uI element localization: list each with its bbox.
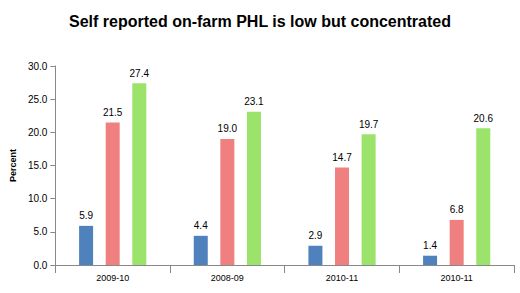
svg-text:2.9: 2.9	[308, 230, 322, 241]
svg-text:19.0: 19.0	[218, 123, 238, 134]
svg-text:Percent: Percent	[8, 149, 18, 182]
svg-text:2010-11: 2010-11	[326, 273, 358, 283]
svg-text:14.7: 14.7	[332, 152, 352, 163]
svg-text:5.0: 5.0	[33, 226, 47, 237]
svg-text:0.0: 0.0	[33, 260, 47, 271]
svg-text:15.0: 15.0	[28, 160, 48, 171]
svg-text:5.9: 5.9	[79, 210, 93, 221]
svg-text:1.4: 1.4	[423, 240, 437, 251]
svg-text:2009-10: 2009-10	[96, 273, 129, 283]
svg-text:4.4: 4.4	[194, 220, 208, 231]
svg-text:20.0: 20.0	[28, 127, 48, 138]
svg-text:10.0: 10.0	[28, 193, 48, 204]
svg-text:30.0: 30.0	[28, 61, 48, 72]
svg-text:23.1: 23.1	[244, 96, 264, 107]
svg-text:2010-11: 2010-11	[440, 273, 472, 283]
svg-text:Self reported on-farm PHL is l: Self reported on-farm PHL is low but con…	[69, 13, 451, 30]
svg-text:2008-09: 2008-09	[211, 273, 244, 283]
svg-text:6.8: 6.8	[450, 204, 464, 215]
svg-text:27.4: 27.4	[130, 68, 150, 79]
svg-text:21.5: 21.5	[103, 107, 123, 118]
svg-text:25.0: 25.0	[28, 94, 48, 105]
svg-text:20.6: 20.6	[474, 113, 494, 124]
svg-text:19.7: 19.7	[359, 119, 379, 130]
